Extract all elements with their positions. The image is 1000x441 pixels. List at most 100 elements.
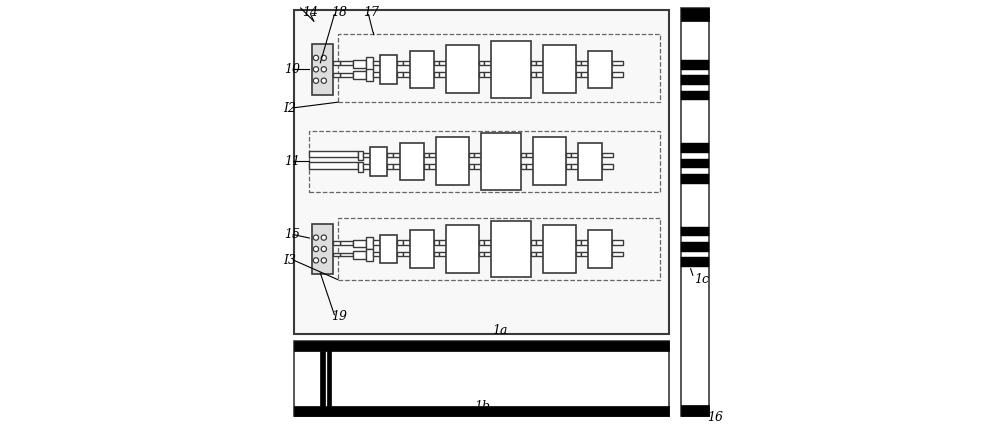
Text: 17: 17 — [363, 6, 379, 19]
Bar — [373, 252, 380, 256]
Bar — [436, 137, 469, 186]
Bar — [370, 147, 387, 176]
Bar — [681, 174, 709, 184]
Text: 14: 14 — [302, 6, 318, 19]
Bar — [484, 60, 491, 65]
Bar — [312, 44, 333, 94]
Bar — [439, 252, 446, 256]
Bar — [366, 69, 373, 81]
Bar — [338, 34, 660, 102]
Bar — [333, 241, 340, 245]
Text: 15: 15 — [284, 228, 300, 241]
Bar — [588, 230, 612, 268]
Bar — [531, 240, 536, 245]
Bar — [469, 153, 474, 157]
Bar — [469, 164, 474, 168]
Bar — [484, 252, 491, 256]
Bar — [612, 252, 623, 256]
Bar — [576, 240, 581, 245]
Bar — [576, 60, 581, 65]
Bar — [340, 61, 353, 65]
Bar — [581, 60, 588, 65]
Text: 1c: 1c — [694, 273, 709, 286]
Bar — [320, 351, 325, 406]
Bar — [536, 252, 543, 256]
Bar — [309, 151, 358, 157]
Bar — [581, 240, 588, 245]
Bar — [358, 151, 363, 160]
Bar — [363, 164, 370, 168]
Bar — [373, 60, 380, 65]
Bar — [434, 252, 439, 256]
Bar — [481, 133, 521, 190]
Bar — [403, 60, 410, 65]
Bar — [681, 159, 709, 168]
Text: 18: 18 — [331, 6, 347, 19]
Bar — [681, 227, 709, 236]
Bar — [566, 164, 571, 168]
Bar — [294, 406, 669, 415]
Bar — [681, 242, 709, 252]
Bar — [393, 153, 400, 157]
Bar — [429, 153, 436, 157]
Bar — [576, 252, 581, 256]
Bar — [424, 153, 429, 157]
Bar — [397, 252, 403, 256]
Bar — [526, 164, 533, 168]
Bar — [578, 143, 602, 180]
Bar — [366, 237, 373, 250]
Bar — [521, 153, 526, 157]
Bar — [571, 153, 578, 157]
Text: I2: I2 — [284, 102, 297, 115]
Bar — [366, 57, 373, 70]
Bar — [340, 253, 353, 256]
Circle shape — [313, 55, 319, 60]
Text: 10: 10 — [284, 63, 300, 76]
Bar — [333, 61, 340, 65]
Circle shape — [321, 55, 326, 60]
Bar — [353, 251, 366, 259]
Bar — [681, 143, 709, 153]
Bar — [536, 60, 543, 65]
Circle shape — [321, 258, 326, 263]
Bar — [373, 240, 380, 245]
Bar — [581, 72, 588, 77]
Bar — [429, 164, 436, 168]
Bar — [340, 241, 353, 245]
Bar — [531, 72, 536, 77]
Bar — [566, 153, 571, 157]
Bar — [333, 253, 340, 256]
Bar — [403, 240, 410, 245]
Circle shape — [313, 235, 319, 240]
Bar — [400, 143, 424, 180]
Bar — [424, 164, 429, 168]
Bar — [363, 153, 370, 157]
Bar — [602, 153, 613, 157]
Bar — [309, 131, 660, 192]
Bar — [333, 73, 340, 77]
Bar — [681, 257, 709, 267]
Bar — [403, 252, 410, 256]
Bar — [446, 45, 479, 93]
Bar — [479, 60, 484, 65]
Circle shape — [321, 78, 326, 83]
Bar — [340, 73, 353, 77]
Bar — [327, 351, 331, 406]
Bar — [387, 164, 393, 168]
Bar — [533, 137, 566, 186]
Bar — [491, 41, 531, 98]
Bar — [393, 164, 400, 168]
Bar — [681, 91, 709, 101]
Bar — [439, 72, 446, 77]
Text: 16: 16 — [707, 411, 723, 424]
Bar — [612, 240, 623, 245]
Circle shape — [321, 247, 326, 252]
Bar — [612, 72, 623, 77]
Bar — [536, 240, 543, 245]
Bar — [312, 224, 333, 274]
Bar — [531, 60, 536, 65]
Bar — [294, 341, 669, 351]
Bar — [366, 249, 373, 261]
Bar — [439, 240, 446, 245]
Bar — [353, 71, 366, 79]
